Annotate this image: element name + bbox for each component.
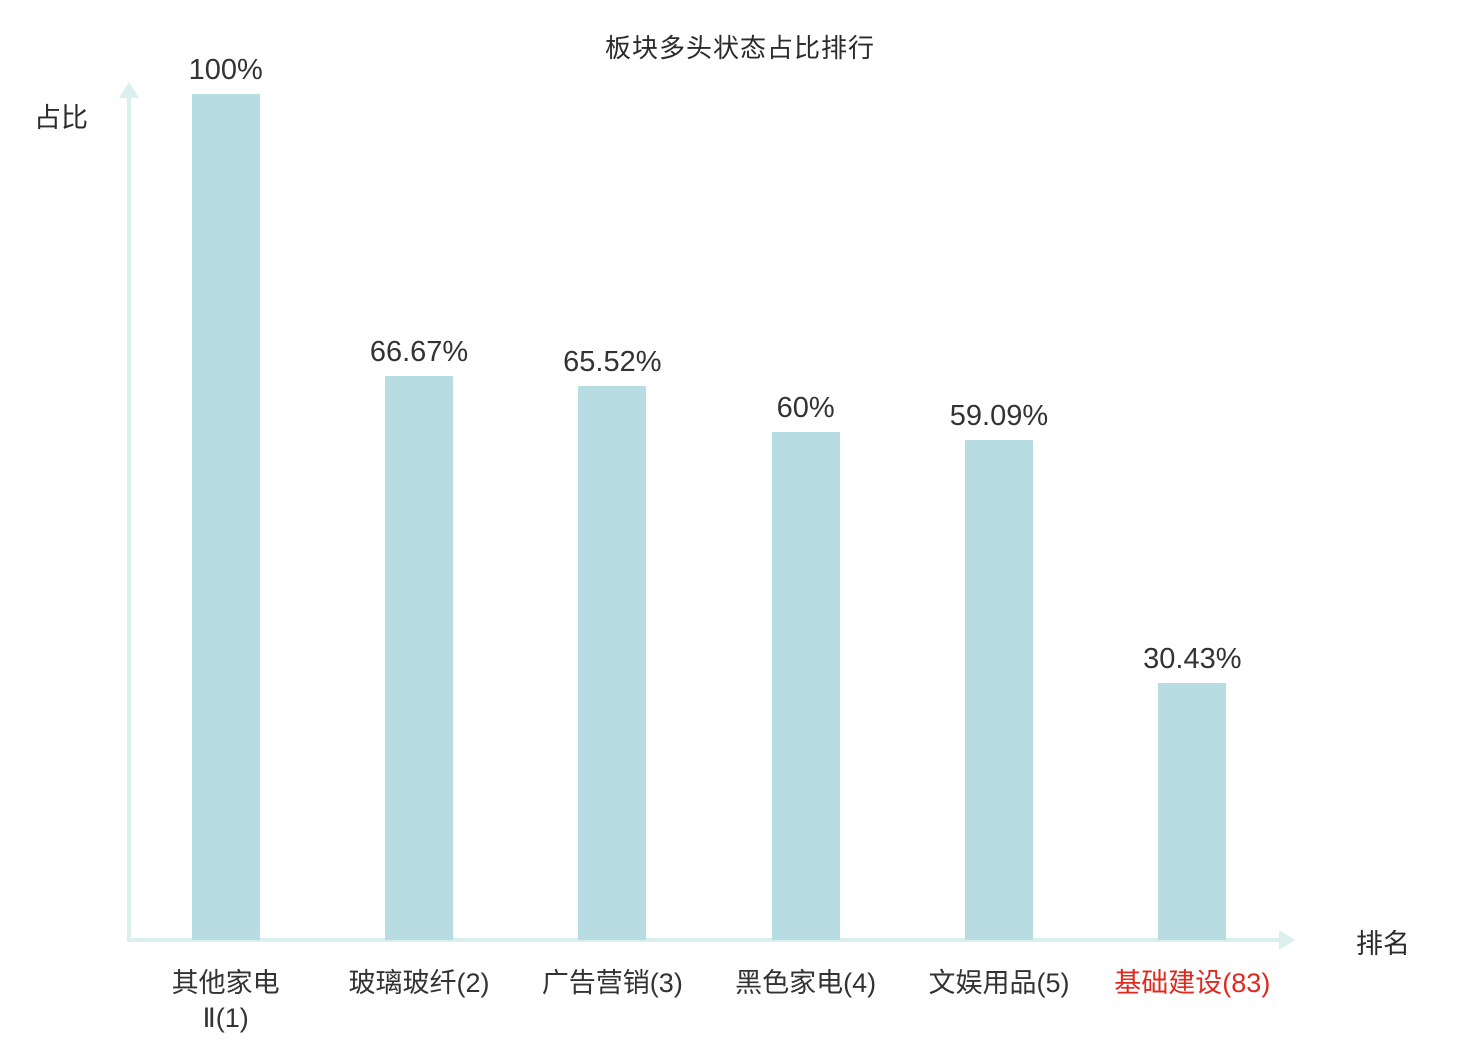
bar-value-label: 65.52%: [563, 346, 662, 378]
chart-title: 板块多头状态占比排行: [604, 33, 875, 63]
bar: [771, 432, 840, 940]
bar-value-label: 100%: [188, 54, 263, 86]
y-axis-line: [127, 96, 131, 942]
bar-category-label: 文娱用品(5): [928, 968, 1070, 998]
bar-category-label: 黑色家电(4): [735, 968, 877, 998]
x-axis-label: 排名: [1356, 929, 1410, 959]
x-axis-arrow-icon: [1279, 930, 1295, 950]
bar-group: 60% 黑色家电(4): [709, 0, 902, 1035]
bar: [578, 386, 647, 940]
bar-category-label: 其他家电 Ⅱ(1): [171, 968, 280, 1034]
bar: [191, 94, 260, 940]
bar-group: 59.09% 文娱用品(5): [902, 0, 1095, 1035]
y-axis-label: 占比: [34, 103, 88, 133]
bar-category-label: 玻璃玻纤(2): [348, 968, 490, 998]
bar-value-label: 30.43%: [1143, 643, 1242, 675]
bar-value-label: 66.67%: [369, 336, 469, 368]
bar: [384, 376, 453, 940]
y-axis-arrow-icon: [119, 82, 139, 98]
bar-group: 100% 其他家电 Ⅱ(1): [129, 0, 322, 1035]
plot-area: 100% 其他家电 Ⅱ(1) 66.67% 玻璃玻纤(2) 65.52% 广告营销(3) 60…: [129, 0, 1289, 1035]
bar: [1158, 683, 1227, 940]
bar-group: 65.52% 广告营销(3): [516, 0, 709, 1035]
x-axis-line: [127, 938, 1279, 942]
bar-value-label: 60%: [776, 392, 835, 424]
bar-group: 66.67% 玻璃玻纤(2): [322, 0, 515, 1035]
bar-value-label: 59.09%: [949, 400, 1049, 432]
bar-category-label: 广告营销(3): [541, 968, 683, 998]
bar-group: 30.43% 基础建设(83): [1096, 0, 1289, 1035]
bar: [964, 440, 1033, 940]
bar-category-label: 基础建设(83): [1114, 968, 1271, 998]
